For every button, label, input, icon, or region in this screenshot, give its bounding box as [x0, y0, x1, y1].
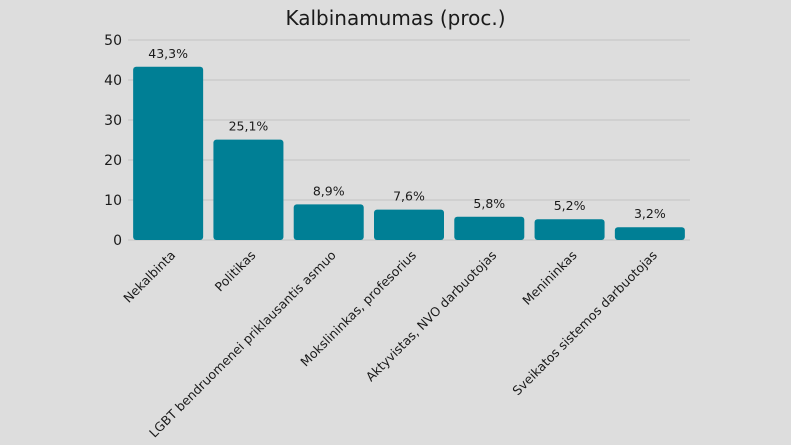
bar	[293, 204, 364, 240]
chart-title: Kalbinamumas (proc.)	[285, 6, 506, 30]
bar	[133, 66, 204, 240]
x-tick-label: Nekalbinta	[120, 248, 178, 306]
y-tick-label: 50	[104, 33, 122, 49]
x-tick-label: LGBT bendruomenei priklausantis asmuo	[146, 248, 339, 441]
y-tick-label: 20	[104, 153, 122, 169]
data-label: 25,1%	[229, 119, 269, 134]
bar	[534, 219, 605, 240]
data-label: 43,3%	[148, 46, 188, 61]
bar	[213, 139, 284, 240]
y-tick-label: 30	[104, 113, 122, 129]
data-label: 7,6%	[393, 189, 425, 204]
data-label: 3,2%	[634, 206, 666, 221]
data-label: 8,9%	[313, 183, 345, 198]
x-tick-label: Menininkas	[519, 248, 579, 308]
y-tick-label: 40	[104, 73, 122, 89]
x-tick-label: Sveikatos sistemos darbuotojas	[509, 248, 660, 399]
bar	[614, 227, 685, 240]
bar	[454, 216, 525, 240]
x-tick-label: Politikas	[212, 248, 259, 295]
bar	[374, 209, 444, 240]
y-tick-label: 0	[113, 233, 122, 249]
y-tick-label: 10	[104, 193, 122, 209]
data-label: 5,8%	[473, 196, 505, 211]
data-label: 5,2%	[554, 198, 586, 213]
x-tick-label: Aktyvistas, NVO darbuotojas	[363, 248, 500, 385]
